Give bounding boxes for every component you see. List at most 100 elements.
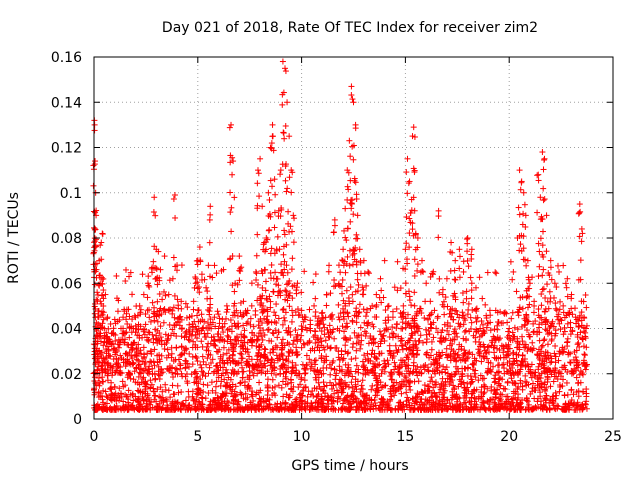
- data-point: [572, 354, 579, 361]
- data-point: [509, 276, 516, 283]
- data-point: [296, 370, 303, 377]
- data-point: [279, 336, 286, 343]
- data-point: [190, 306, 197, 313]
- data-point: [357, 324, 364, 331]
- data-point: [493, 270, 500, 277]
- data-point: [194, 335, 201, 342]
- data-point: [524, 257, 531, 264]
- data-point: [182, 397, 189, 404]
- data-point: [344, 167, 351, 174]
- data-point: [169, 382, 176, 389]
- data-point: [269, 183, 276, 190]
- data-point: [544, 281, 551, 288]
- data-point: [391, 284, 398, 291]
- data-point: [539, 272, 546, 279]
- data-point: [460, 268, 467, 275]
- data-point: [560, 302, 567, 309]
- data-point: [399, 325, 406, 332]
- data-point: [518, 179, 525, 186]
- data-point: [424, 315, 431, 322]
- data-point: [331, 277, 338, 284]
- data-point: [275, 382, 282, 389]
- data-point: [581, 351, 588, 358]
- data-point: [541, 336, 548, 343]
- data-point: [256, 193, 263, 200]
- data-point: [229, 171, 236, 178]
- data-point: [552, 305, 559, 312]
- data-point: [257, 155, 264, 162]
- data-point: [219, 390, 226, 397]
- data-point: [344, 253, 351, 260]
- data-point: [146, 329, 153, 336]
- data-point: [204, 355, 211, 362]
- y-tick-labels: 0 0.02 0.04 0.06 0.08 0.1 0.12 0.14 0.16: [51, 50, 82, 428]
- data-point: [140, 344, 147, 351]
- data-point: [304, 393, 311, 400]
- data-point: [190, 298, 197, 305]
- data-point: [470, 332, 477, 339]
- data-point: [561, 324, 568, 331]
- data-point: [536, 337, 543, 344]
- data-point: [277, 171, 284, 178]
- data-point: [523, 394, 530, 401]
- data-point: [526, 280, 533, 287]
- data-point: [417, 332, 424, 339]
- data-point: [515, 204, 522, 211]
- data-point: [523, 262, 530, 269]
- y-axis-title: ROTI / TECUs: [6, 192, 22, 284]
- data-point: [171, 192, 178, 199]
- data-point: [436, 275, 443, 282]
- data-point: [282, 177, 289, 184]
- data-point: [161, 345, 168, 352]
- data-point: [456, 253, 463, 260]
- data-point: [197, 361, 204, 368]
- data-point: [535, 240, 542, 247]
- data-point: [530, 380, 537, 387]
- data-point: [364, 350, 371, 357]
- data-point: [289, 341, 296, 348]
- data-point: [428, 346, 435, 353]
- data-point: [279, 58, 286, 65]
- data-point: [428, 361, 435, 368]
- data-point: [535, 177, 542, 184]
- data-point: [425, 367, 432, 374]
- data-point: [186, 350, 193, 357]
- data-points: [90, 58, 590, 413]
- data-point: [274, 334, 281, 341]
- data-point: [234, 312, 241, 319]
- data-point: [165, 291, 172, 298]
- data-point: [522, 372, 529, 379]
- data-point: [104, 377, 111, 384]
- data-point: [198, 271, 205, 278]
- data-point: [347, 284, 354, 291]
- data-point: [456, 246, 463, 253]
- data-point: [377, 275, 384, 282]
- data-point: [228, 121, 235, 128]
- data-point: [204, 295, 211, 302]
- data-point: [301, 268, 308, 275]
- data-point: [94, 289, 101, 296]
- data-point: [465, 263, 472, 270]
- data-point: [237, 379, 244, 386]
- data-point: [136, 302, 143, 309]
- data-point: [353, 362, 360, 369]
- data-point: [172, 365, 179, 372]
- data-point: [369, 382, 376, 389]
- data-point: [274, 275, 281, 282]
- data-point: [406, 215, 413, 222]
- data-point: [280, 251, 287, 258]
- data-point: [403, 256, 410, 263]
- data-point: [214, 331, 221, 338]
- data-point: [373, 291, 380, 298]
- data-point: [538, 380, 545, 387]
- data-point: [539, 149, 546, 156]
- data-point: [411, 289, 418, 296]
- data-point: [564, 339, 571, 346]
- data-point: [315, 379, 322, 386]
- data-point: [427, 298, 434, 305]
- data-point: [389, 314, 396, 321]
- data-point: [162, 292, 169, 299]
- data-point: [464, 235, 471, 241]
- data-point: [456, 274, 463, 281]
- data-point: [543, 248, 550, 255]
